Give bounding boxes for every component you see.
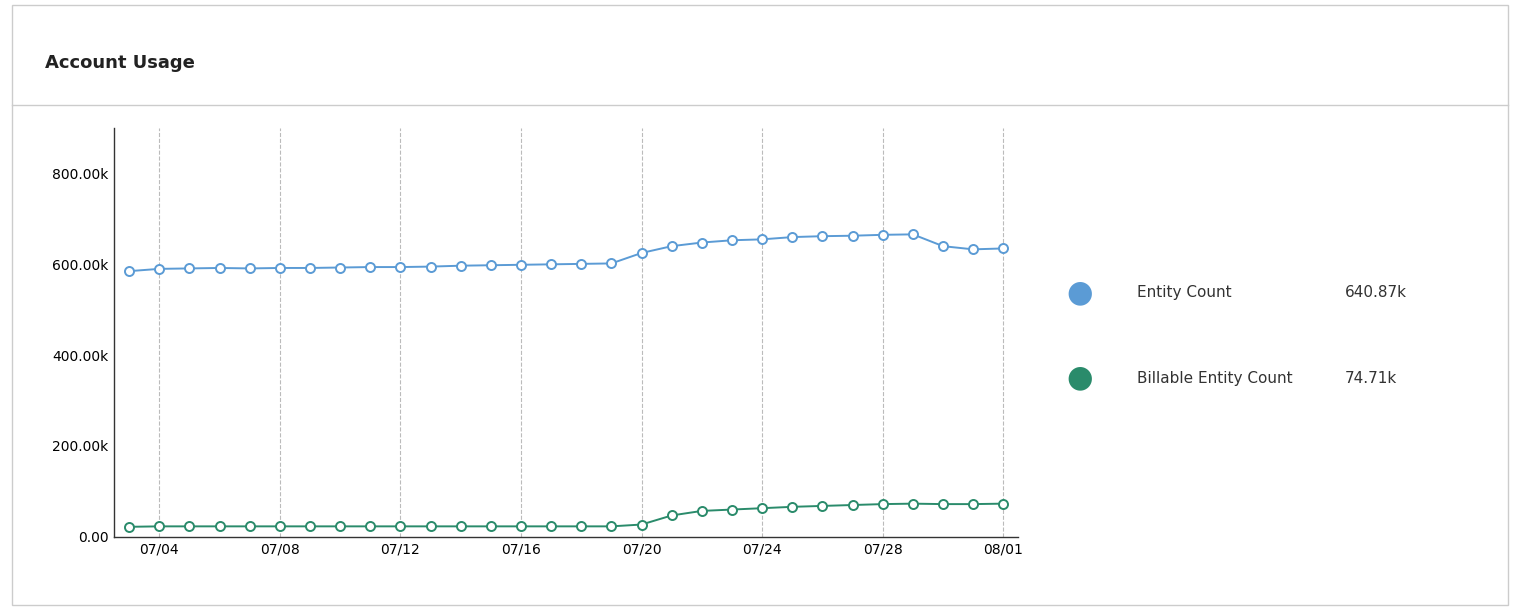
Text: ●: ●: [1066, 364, 1093, 393]
Text: Account Usage: Account Usage: [46, 54, 195, 72]
Text: ●: ●: [1066, 278, 1093, 307]
Text: Billable Entity Count: Billable Entity Count: [1137, 371, 1292, 386]
Text: 640.87k: 640.87k: [1345, 285, 1408, 300]
Text: Entity Count: Entity Count: [1137, 285, 1231, 300]
Text: 74.71k: 74.71k: [1345, 371, 1397, 386]
